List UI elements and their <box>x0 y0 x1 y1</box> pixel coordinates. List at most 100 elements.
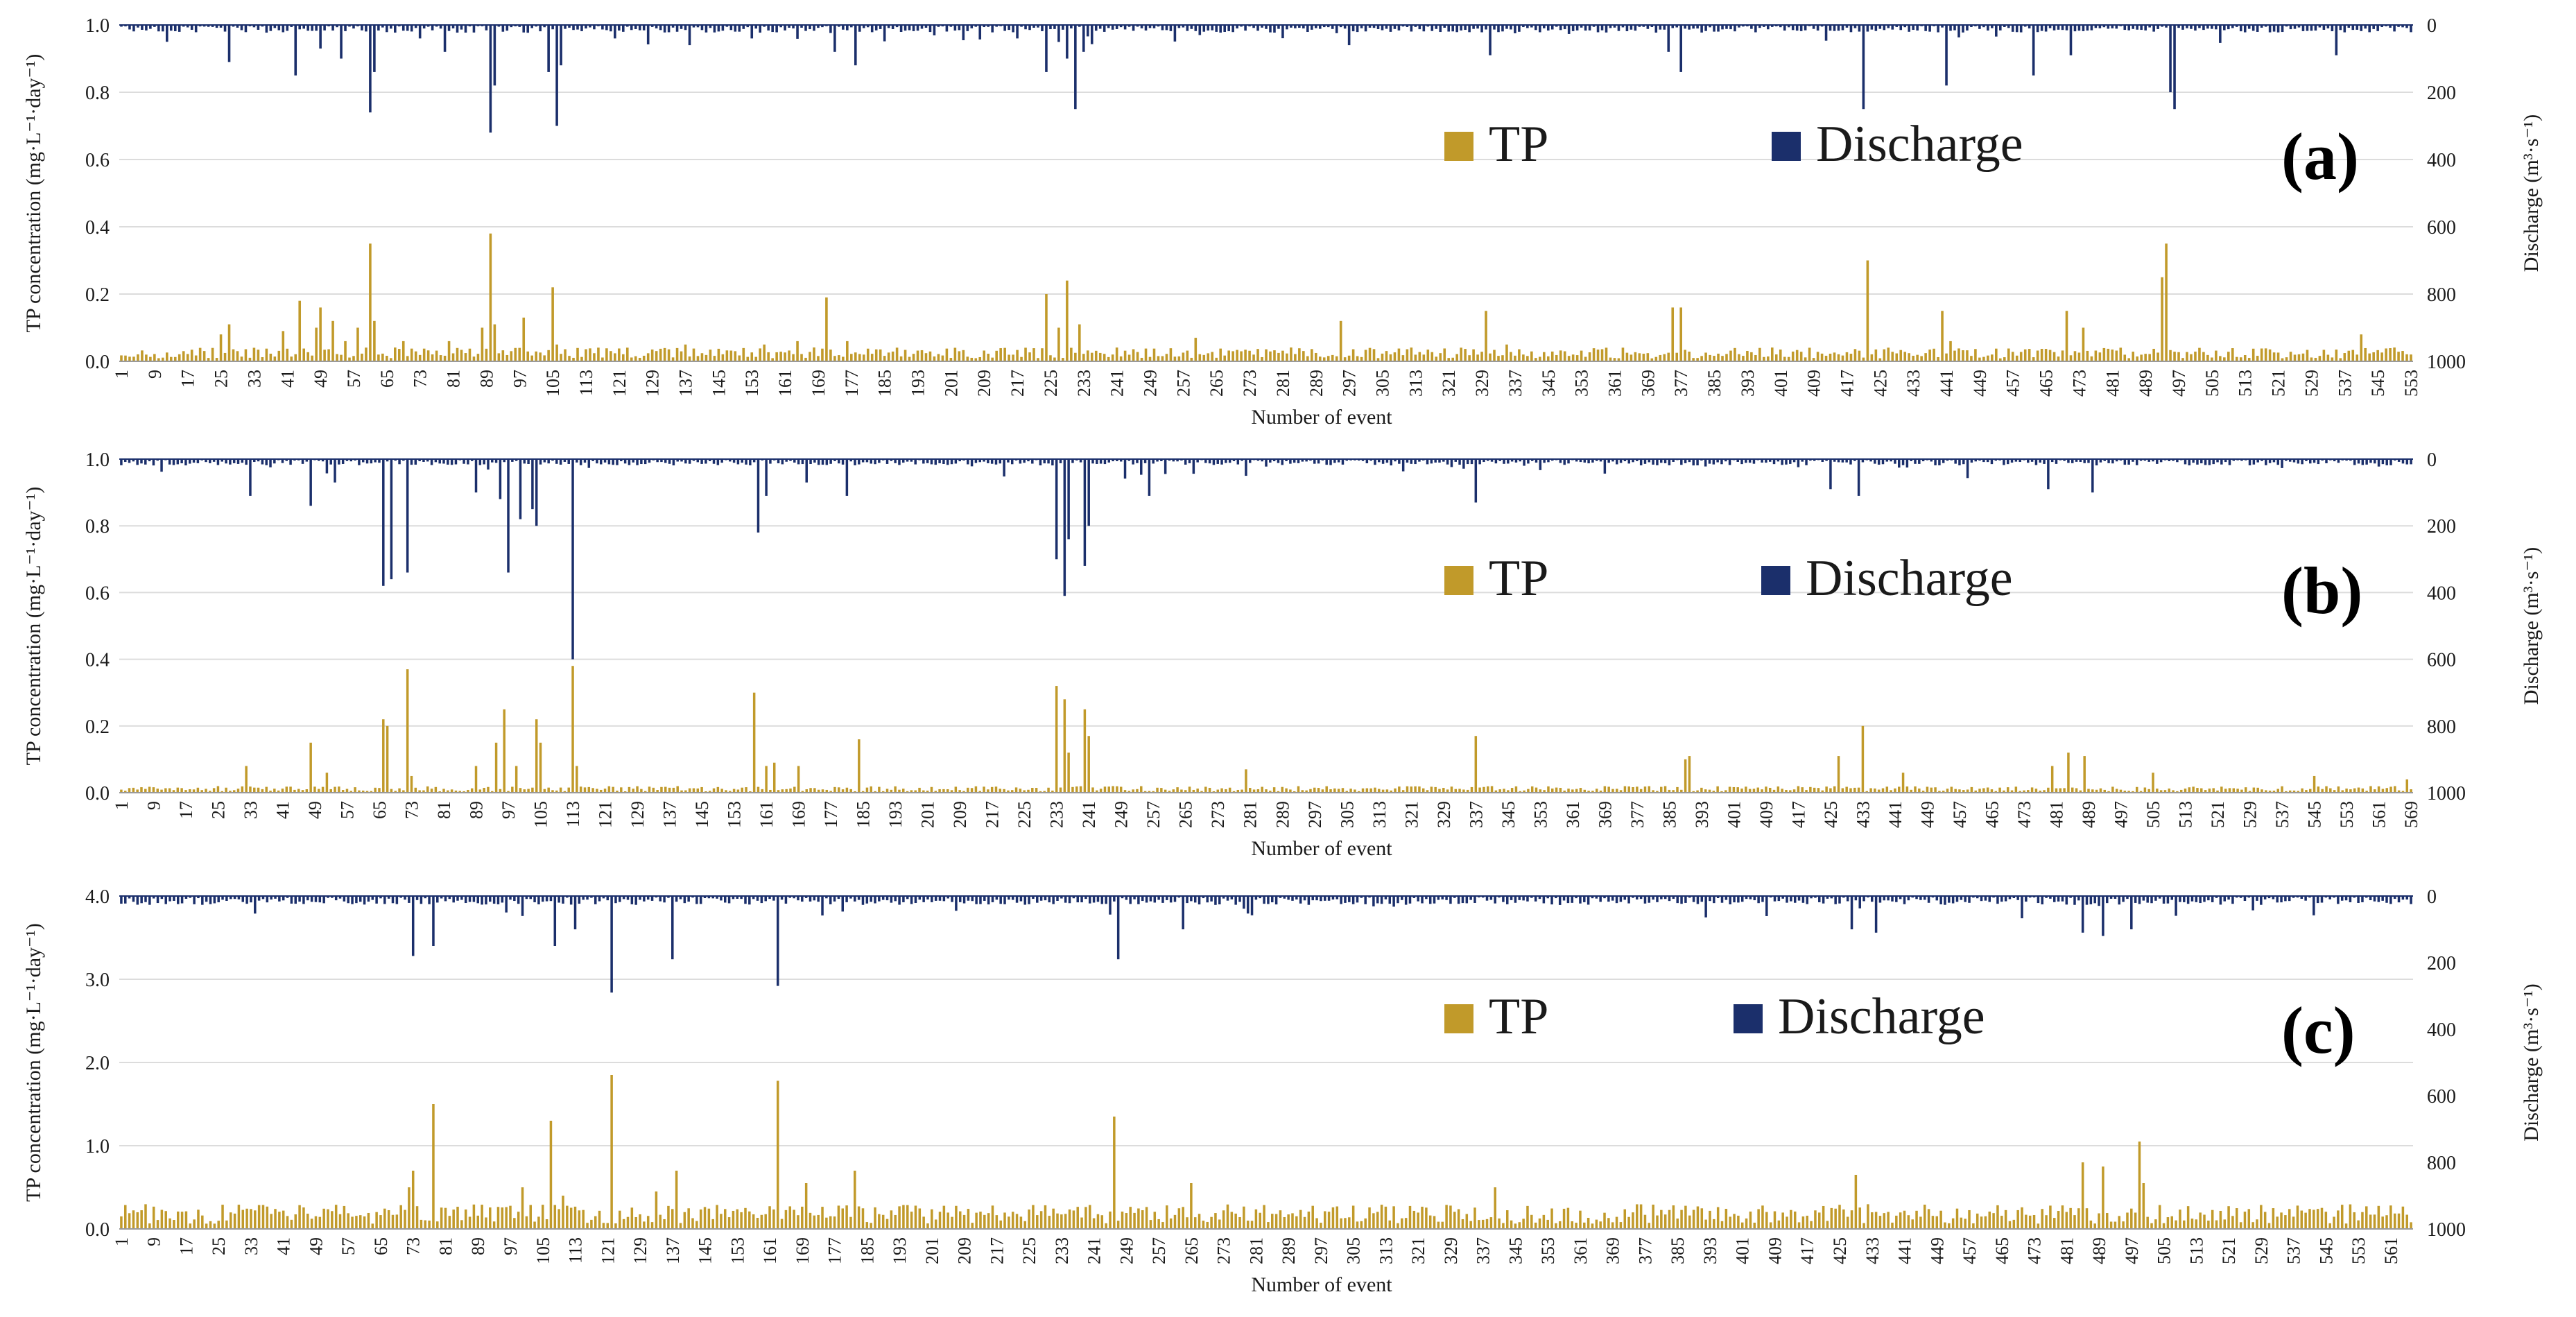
tp-bar <box>1841 788 1844 793</box>
tp-bar <box>192 789 196 793</box>
tp-bar <box>414 351 417 361</box>
discharge-bar <box>825 896 828 899</box>
x-tick-label: 65 <box>371 1237 391 1255</box>
tp-bar <box>974 786 978 793</box>
x-tick-label: 169 <box>793 1237 813 1264</box>
discharge-bar <box>215 25 218 28</box>
tp-bar <box>630 1207 634 1229</box>
tp-bar <box>245 766 248 793</box>
tp-bar <box>1680 1210 1683 1229</box>
discharge-bar <box>1008 896 1010 900</box>
x-tick-label: 505 <box>2202 370 2222 397</box>
discharge-bar <box>850 25 853 28</box>
tp-bar <box>1672 790 1675 793</box>
discharge-bar <box>1611 459 1614 462</box>
tp-bar <box>1663 786 1667 793</box>
tp-bar <box>2085 1208 2089 1229</box>
discharge-bar <box>667 896 670 898</box>
discharge-bar <box>2314 25 2317 31</box>
tp-bar <box>2289 352 2292 361</box>
tp-bar <box>513 1218 516 1229</box>
discharge-bar <box>858 25 861 32</box>
discharge-bar <box>1596 25 1600 33</box>
x-tick-label: 129 <box>630 1237 650 1264</box>
tp-bar <box>1550 1208 1553 1229</box>
tp-bar <box>1518 349 1521 361</box>
tp-bar <box>1946 789 1949 793</box>
tp-bar <box>589 348 591 361</box>
discharge-bar <box>343 896 346 902</box>
discharge-bar <box>2057 896 2060 902</box>
discharge-bar <box>367 896 370 902</box>
discharge-bar <box>1753 896 1756 901</box>
tp-bar <box>1315 1218 1318 1229</box>
tp-bar <box>557 1209 560 1229</box>
discharge-bar <box>668 459 671 464</box>
tp-bar <box>1861 725 1865 793</box>
x-tick-label: 497 <box>2111 801 2132 828</box>
tp-bar <box>987 1213 990 1229</box>
tp-bar <box>1430 352 1434 361</box>
tp-bar <box>1966 789 1969 793</box>
discharge-bar <box>2136 459 2138 465</box>
tp-bar <box>1785 790 1788 793</box>
tp-bar <box>894 786 897 793</box>
discharge-bar <box>1071 459 1074 463</box>
x-tick-label: 457 <box>2003 370 2023 397</box>
discharge-bar <box>229 459 232 465</box>
discharge-bar <box>456 25 459 33</box>
tp-bar <box>942 789 945 793</box>
tp-bar <box>865 787 869 793</box>
discharge-bar <box>2000 896 2003 902</box>
discharge-bar <box>1656 896 1659 902</box>
tp-bar <box>580 356 583 361</box>
tp-bar <box>1064 1214 1067 1229</box>
tp-bar <box>618 348 621 361</box>
discharge-bar <box>999 459 1002 464</box>
tp-bar <box>1942 791 1945 793</box>
discharge-bar <box>1779 25 1782 28</box>
discharge-bar <box>526 25 530 33</box>
discharge-bar <box>1481 896 1485 898</box>
tp-bar <box>1883 349 1886 361</box>
tp-bar <box>2365 1206 2368 1229</box>
discharge-bar <box>1389 25 1392 32</box>
discharge-bar <box>858 459 861 465</box>
tp-bar <box>1542 352 1546 361</box>
discharge-bar <box>1974 459 1977 462</box>
discharge-bar <box>2183 896 2186 902</box>
tp-bar <box>535 719 538 793</box>
x-tick-label: 401 <box>1724 801 1744 828</box>
tp-bar <box>1011 1212 1014 1229</box>
tp-bar <box>793 786 796 793</box>
discharge-bar <box>2175 896 2177 916</box>
tp-bar <box>2256 1219 2258 1229</box>
x-tick-label: 1 <box>112 801 132 810</box>
discharge-bar <box>958 459 961 462</box>
discharge-bar <box>1826 896 1829 899</box>
tp-bar <box>1793 1211 1797 1229</box>
discharge-bar <box>1132 459 1134 465</box>
discharge-bar <box>895 25 899 28</box>
discharge-bar <box>898 459 901 465</box>
discharge-bar <box>1211 25 1214 31</box>
tp-bar <box>2086 350 2089 361</box>
tp-bar <box>1551 789 1554 793</box>
tp-bar <box>1523 790 1525 793</box>
tp-bar <box>460 350 463 361</box>
discharge-bar <box>290 896 293 904</box>
tp-bar <box>576 766 578 793</box>
discharge-bar <box>1663 25 1666 30</box>
tp-bar <box>1579 788 1582 793</box>
discharge-bar <box>172 459 175 465</box>
tp-bar <box>1958 789 1961 793</box>
tp-bar <box>507 791 510 793</box>
tp-bar <box>1853 787 1856 793</box>
tp-bar <box>1830 1207 1833 1229</box>
discharge-bar <box>1166 896 1168 900</box>
discharge-bar <box>696 25 700 28</box>
discharge-bar <box>1692 896 1695 902</box>
discharge-bar <box>1551 459 1554 461</box>
discharge-bar <box>676 459 679 462</box>
tp-bar <box>1302 351 1305 361</box>
